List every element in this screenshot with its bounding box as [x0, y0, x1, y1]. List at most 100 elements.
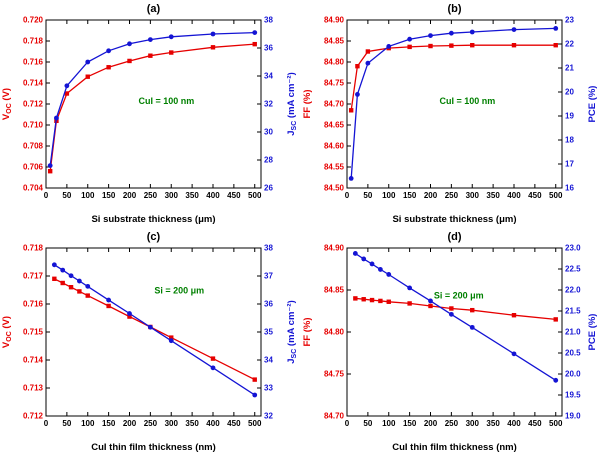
- svg-text:32: 32: [264, 100, 273, 109]
- svg-text:350: 350: [486, 419, 500, 428]
- chart-b-left-ylabel: FF (%): [302, 89, 313, 118]
- svg-text:84.80: 84.80: [324, 328, 345, 337]
- svg-text:36: 36: [264, 300, 273, 309]
- svg-text:84.50: 84.50: [324, 184, 345, 193]
- svg-text:300: 300: [466, 419, 480, 428]
- svg-text:19.5: 19.5: [565, 391, 581, 400]
- chart-d-title: (d): [447, 231, 461, 243]
- svg-text:400: 400: [206, 191, 220, 200]
- svg-text:35: 35: [264, 328, 273, 337]
- chart-c-xlabel: CuI thin film thickness (nm): [91, 442, 216, 453]
- chart-d-frame: [346, 247, 563, 417]
- svg-text:23: 23: [565, 16, 574, 25]
- svg-text:84.65: 84.65: [324, 121, 345, 130]
- svg-text:21.0: 21.0: [565, 328, 581, 337]
- svg-text:84.70: 84.70: [324, 100, 345, 109]
- svg-text:84.80: 84.80: [324, 58, 345, 67]
- svg-text:0.716: 0.716: [23, 300, 44, 309]
- svg-text:300: 300: [165, 419, 179, 428]
- chart-c-left-ylabel: VOC (V): [1, 316, 13, 348]
- svg-text:250: 250: [144, 419, 158, 428]
- svg-text:33: 33: [264, 384, 273, 393]
- chart-c-frame: [45, 247, 262, 417]
- svg-text:150: 150: [403, 419, 417, 428]
- svg-text:150: 150: [403, 191, 417, 200]
- svg-text:0.718: 0.718: [23, 37, 44, 46]
- svg-text:0.720: 0.720: [23, 16, 44, 25]
- chart-c: (c) 0 50 100 150 200 250 300 350 400 450 500 0.712 0.…: [0, 228, 301, 456]
- svg-text:28: 28: [264, 156, 273, 165]
- svg-text:22: 22: [565, 40, 574, 49]
- svg-text:0.710: 0.710: [23, 121, 44, 130]
- svg-text:0.704: 0.704: [23, 184, 44, 193]
- svg-text:38: 38: [264, 16, 273, 25]
- svg-text:84.85: 84.85: [324, 37, 345, 46]
- svg-text:84.60: 84.60: [324, 142, 345, 151]
- svg-text:23.0: 23.0: [565, 244, 581, 253]
- chart-a-title: (a): [147, 3, 161, 15]
- svg-text:250: 250: [144, 191, 158, 200]
- svg-text:500: 500: [549, 191, 563, 200]
- svg-text:100: 100: [81, 419, 95, 428]
- svg-text:450: 450: [227, 419, 241, 428]
- svg-text:0.717: 0.717: [23, 272, 44, 281]
- svg-text:36: 36: [264, 44, 273, 53]
- svg-text:350: 350: [486, 191, 500, 200]
- svg-text:84.70: 84.70: [324, 412, 345, 421]
- svg-text:22.5: 22.5: [565, 265, 581, 274]
- svg-text:0.716: 0.716: [23, 58, 44, 67]
- chart-b-title: (b): [447, 3, 461, 15]
- svg-text:16: 16: [565, 184, 574, 193]
- svg-text:350: 350: [185, 191, 199, 200]
- svg-text:450: 450: [528, 419, 542, 428]
- svg-text:84.85: 84.85: [324, 286, 345, 295]
- svg-text:0.714: 0.714: [23, 356, 44, 365]
- svg-text:200: 200: [424, 191, 438, 200]
- svg-text:50: 50: [363, 191, 372, 200]
- svg-text:450: 450: [528, 191, 542, 200]
- svg-text:0.715: 0.715: [23, 328, 44, 337]
- svg-text:50: 50: [363, 419, 372, 428]
- svg-text:19: 19: [565, 112, 574, 121]
- svg-text:150: 150: [102, 419, 116, 428]
- chart-a-series-V_OC-line: [49, 43, 255, 172]
- svg-text:17: 17: [565, 160, 574, 169]
- chart-a-left-ylabel: VOC (V): [1, 88, 13, 120]
- svg-text:20.0: 20.0: [565, 370, 581, 379]
- svg-text:37: 37: [264, 272, 273, 281]
- chart-a-svg: (a) 0 50 100 150 200 250 300 350 400 450 500 0.704 0.…: [1, 3, 298, 225]
- svg-text:250: 250: [445, 419, 459, 428]
- svg-text:84.75: 84.75: [324, 79, 345, 88]
- chart-c-annotation: Si = 200 μm: [154, 285, 204, 295]
- svg-text:250: 250: [445, 191, 459, 200]
- svg-text:34: 34: [264, 72, 273, 81]
- svg-text:21: 21: [565, 64, 574, 73]
- svg-text:26: 26: [264, 184, 273, 193]
- chart-b-series-FF-line: [350, 44, 556, 111]
- chart-a-series-J_SC-line: [49, 31, 255, 166]
- svg-text:20.5: 20.5: [565, 349, 581, 358]
- svg-text:0.712: 0.712: [23, 412, 44, 421]
- svg-text:0.708: 0.708: [23, 142, 44, 151]
- chart-a-right-ylabel: JSC (mA cm⁻²): [286, 72, 298, 136]
- chart-a-xlabel: Si substrate thickness (μm): [91, 214, 215, 225]
- svg-text:50: 50: [62, 191, 71, 200]
- svg-text:19.0: 19.0: [565, 412, 581, 421]
- svg-text:100: 100: [81, 191, 95, 200]
- svg-text:200: 200: [123, 419, 137, 428]
- chart-d: (d) 0 50 100 150 200 250 300 350 400 450 500 84.70 84…: [301, 228, 602, 456]
- svg-text:0: 0: [345, 191, 350, 200]
- svg-text:200: 200: [424, 419, 438, 428]
- svg-text:0.718: 0.718: [23, 244, 44, 253]
- chart-b-svg: (b) 0 50 100 150 200 250 300 350 400 450 500 84.50 84…: [302, 3, 598, 225]
- chart-c-title: (c): [147, 231, 161, 243]
- svg-text:0.713: 0.713: [23, 384, 44, 393]
- chart-d-annotation: Si = 200 μm: [434, 290, 484, 300]
- svg-text:200: 200: [123, 191, 137, 200]
- svg-text:400: 400: [206, 419, 220, 428]
- chart-c-svg: (c) 0 50 100 150 200 250 300 350 400 450 500 0.712 0.…: [1, 231, 298, 453]
- chart-c-series-J_SC-line: [53, 264, 256, 396]
- svg-text:30: 30: [264, 128, 273, 137]
- chart-d-svg: (d) 0 50 100 150 200 250 300 350 400 450 500 84.70 84…: [302, 231, 598, 453]
